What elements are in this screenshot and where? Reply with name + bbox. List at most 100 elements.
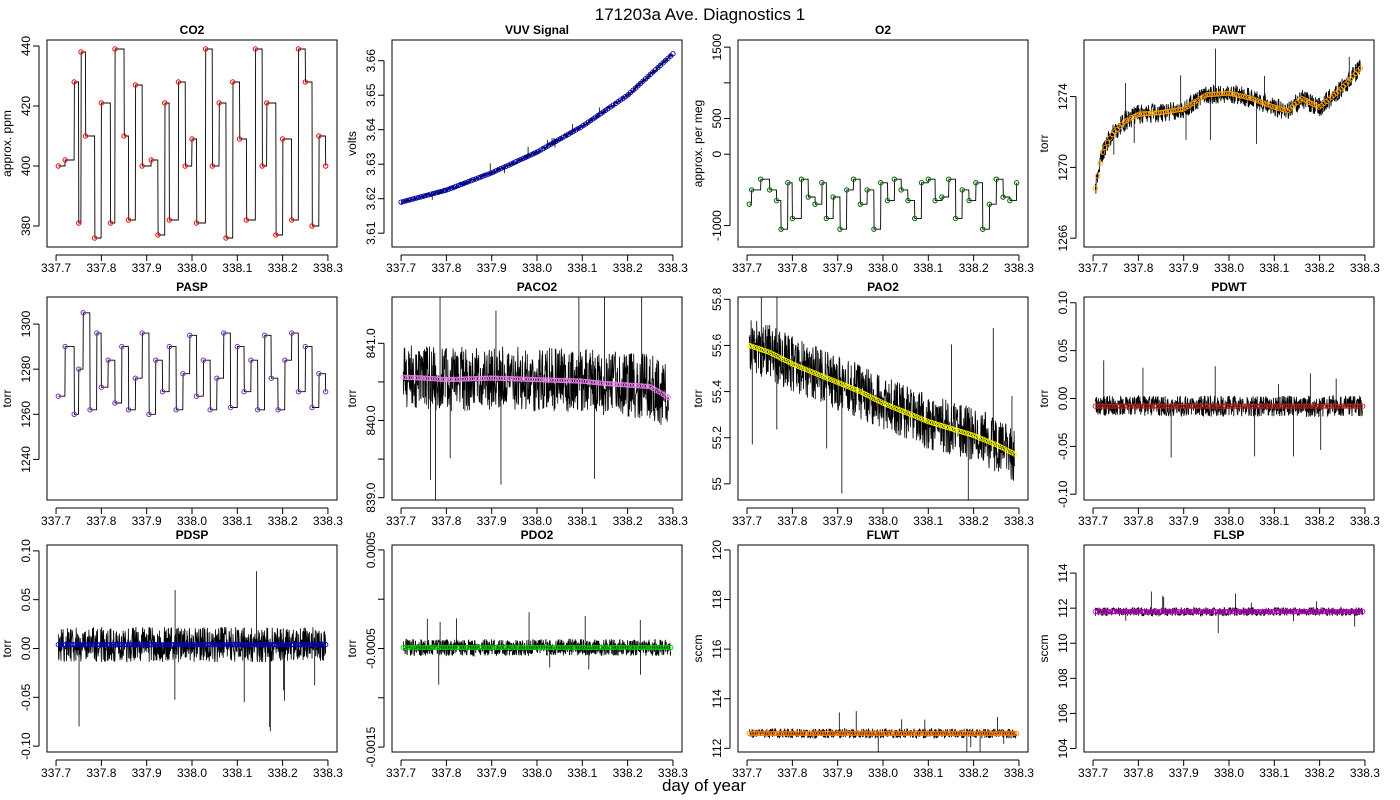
average-point [970, 432, 976, 438]
average-point [159, 389, 166, 395]
average-point [599, 644, 605, 651]
average-point [846, 384, 852, 390]
y-tick-label: 839.0 [364, 482, 378, 512]
average-point [195, 641, 201, 648]
average-point [812, 730, 819, 737]
average-point [435, 644, 441, 651]
average-point [407, 374, 414, 381]
average-point [1206, 91, 1213, 98]
average-point [563, 377, 569, 384]
average-point [512, 376, 518, 382]
average-point [607, 381, 613, 387]
average-point [273, 641, 280, 648]
average-point [173, 407, 179, 413]
average-point [1279, 403, 1285, 409]
average-point [212, 641, 218, 648]
average-point [590, 379, 596, 385]
average-point [475, 175, 482, 181]
average-point [481, 644, 487, 651]
y-tick-label: 1240 [19, 446, 33, 473]
average-point [1212, 609, 1219, 615]
average-point [1282, 107, 1288, 113]
average-point [1301, 403, 1307, 409]
average-point [415, 194, 422, 201]
average-point [313, 641, 319, 648]
average-point [1315, 403, 1322, 409]
average-point [985, 438, 991, 444]
average-point [933, 730, 939, 737]
average-point [955, 730, 961, 737]
average-point [178, 641, 184, 648]
average-point [217, 641, 223, 648]
average-point [778, 730, 784, 737]
average-point [1153, 110, 1159, 116]
average-point [511, 644, 517, 651]
x-tick-label: 337.9 [1169, 514, 1199, 528]
average-point [982, 730, 988, 737]
y-axis-label: torr [1037, 389, 1051, 407]
average-point [758, 346, 765, 353]
average-point [929, 419, 935, 426]
average-point [577, 644, 583, 651]
average-point [459, 644, 465, 651]
average-point [315, 641, 321, 648]
average-point [529, 376, 535, 383]
average-point [1114, 403, 1121, 409]
average-point [1274, 609, 1280, 615]
average-point [583, 378, 589, 385]
average-point [1360, 609, 1366, 615]
average-point [468, 376, 475, 382]
average-point [1104, 403, 1111, 409]
average-point [220, 641, 226, 648]
average-point [461, 644, 468, 651]
average-point [834, 379, 840, 385]
average-point [1231, 91, 1237, 97]
average-point [766, 730, 772, 737]
average-point [480, 173, 487, 179]
average-point [259, 641, 265, 648]
average-point [1165, 108, 1171, 115]
average-point [432, 376, 438, 382]
average-point [132, 375, 139, 381]
average-point [1143, 111, 1150, 117]
average-point [224, 641, 231, 648]
average-point [668, 644, 674, 651]
average-point [1144, 609, 1150, 615]
average-point [1173, 403, 1179, 409]
average-point [430, 190, 437, 197]
average-point [486, 644, 492, 651]
average-point [497, 375, 504, 381]
average-point [488, 644, 495, 651]
average-point [1190, 403, 1197, 409]
y-tick-label: 3.66 [364, 49, 378, 73]
average-point [1188, 609, 1194, 615]
average-point [1139, 609, 1145, 615]
average-point [788, 730, 794, 737]
average-point [444, 644, 451, 651]
average-point [880, 400, 886, 406]
y-tick-label: 110 [1056, 633, 1070, 652]
average-point [660, 644, 666, 651]
average-point [972, 433, 979, 439]
average-point [438, 188, 444, 195]
x-tick-label: 337.9 [132, 514, 162, 528]
average-point [1104, 140, 1111, 146]
average-point [1117, 403, 1123, 409]
average-point [139, 330, 145, 336]
average-point [229, 641, 236, 648]
average-point [1097, 403, 1103, 409]
average-point [938, 422, 945, 429]
average-point [493, 644, 500, 651]
x-tick-label: 337.9 [477, 261, 507, 275]
average-point [166, 641, 172, 648]
average-point [1146, 403, 1152, 409]
average-point [207, 407, 213, 413]
y-axis-label: torr [0, 639, 14, 657]
average-point [405, 197, 412, 203]
average-point [1296, 609, 1302, 615]
average-point [77, 641, 84, 648]
average-point [907, 411, 913, 417]
y-tick-label: -0.0005 [364, 628, 378, 669]
average-point [1306, 609, 1312, 615]
average-point [665, 644, 671, 651]
